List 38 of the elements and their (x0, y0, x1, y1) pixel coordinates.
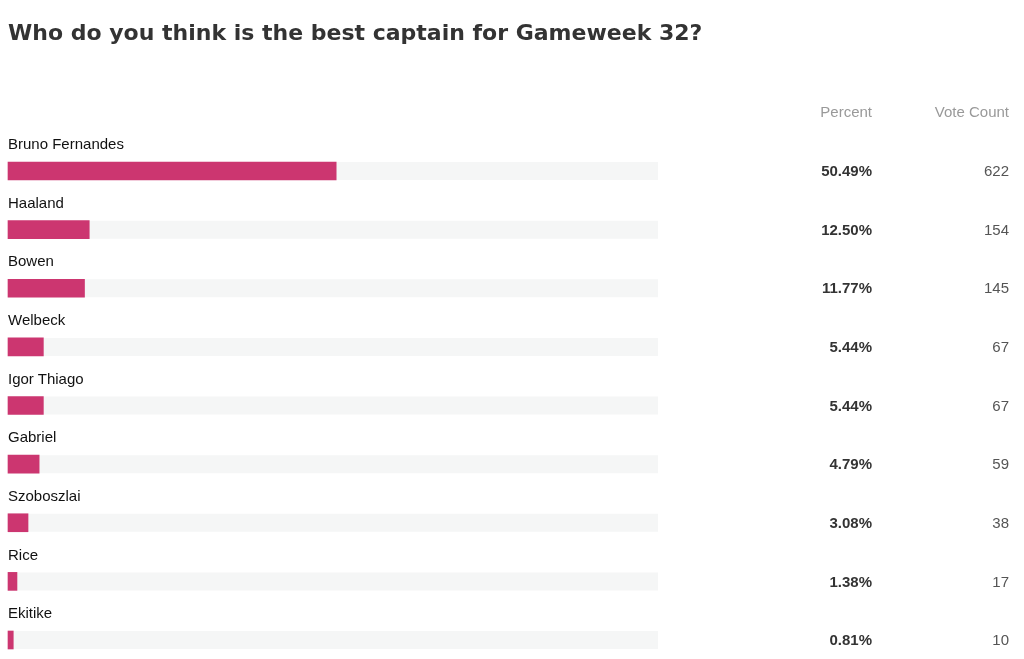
y-tick-label: Bowen (8, 252, 54, 270)
text: Percent (820, 103, 873, 121)
data-label: 5.44% (829, 338, 872, 356)
text: 154 (983, 220, 1009, 238)
y-tick-label: Igor Thiago (8, 369, 84, 387)
bar (7, 220, 90, 239)
bar (7, 513, 29, 533)
y-tick-label: Welbeck (8, 311, 66, 329)
text: 17 (992, 572, 1009, 590)
data-label: 5.44% (829, 396, 872, 414)
data-label: 0.81% (829, 631, 872, 649)
bar (7, 278, 85, 298)
y-tick-label: Szoboszlai (8, 486, 81, 504)
data-label: 4.79% (829, 455, 872, 473)
text: 10 (992, 631, 1009, 649)
y-tick-label: Bruno Fernandes (8, 135, 124, 153)
text: 38 (992, 513, 1009, 531)
bar (7, 396, 44, 415)
data-label: 3.08% (829, 513, 872, 531)
y-tick-label: Ekitike (8, 604, 53, 622)
bar (7, 572, 18, 591)
bar (7, 337, 44, 357)
text: 67 (992, 338, 1009, 356)
y-tick-label: Gabriel (8, 428, 57, 446)
text: 67 (992, 396, 1009, 414)
text: 145 (983, 279, 1009, 297)
chart-title: Who do you think is the best captain for Gameweek 32? (8, 20, 703, 45)
text: 622 (983, 162, 1009, 180)
data-label: 1.38% (829, 572, 872, 590)
bar (7, 630, 14, 650)
data-label: 11.77% (821, 279, 872, 297)
text: 59 (992, 455, 1009, 473)
data-label: 12.50% (821, 220, 872, 238)
data-label: 50.49% (821, 162, 872, 180)
text: Vote Count (934, 103, 1010, 121)
y-tick-label: Haaland (8, 193, 64, 211)
bar (7, 454, 40, 474)
y-tick-label: Rice (8, 545, 39, 563)
